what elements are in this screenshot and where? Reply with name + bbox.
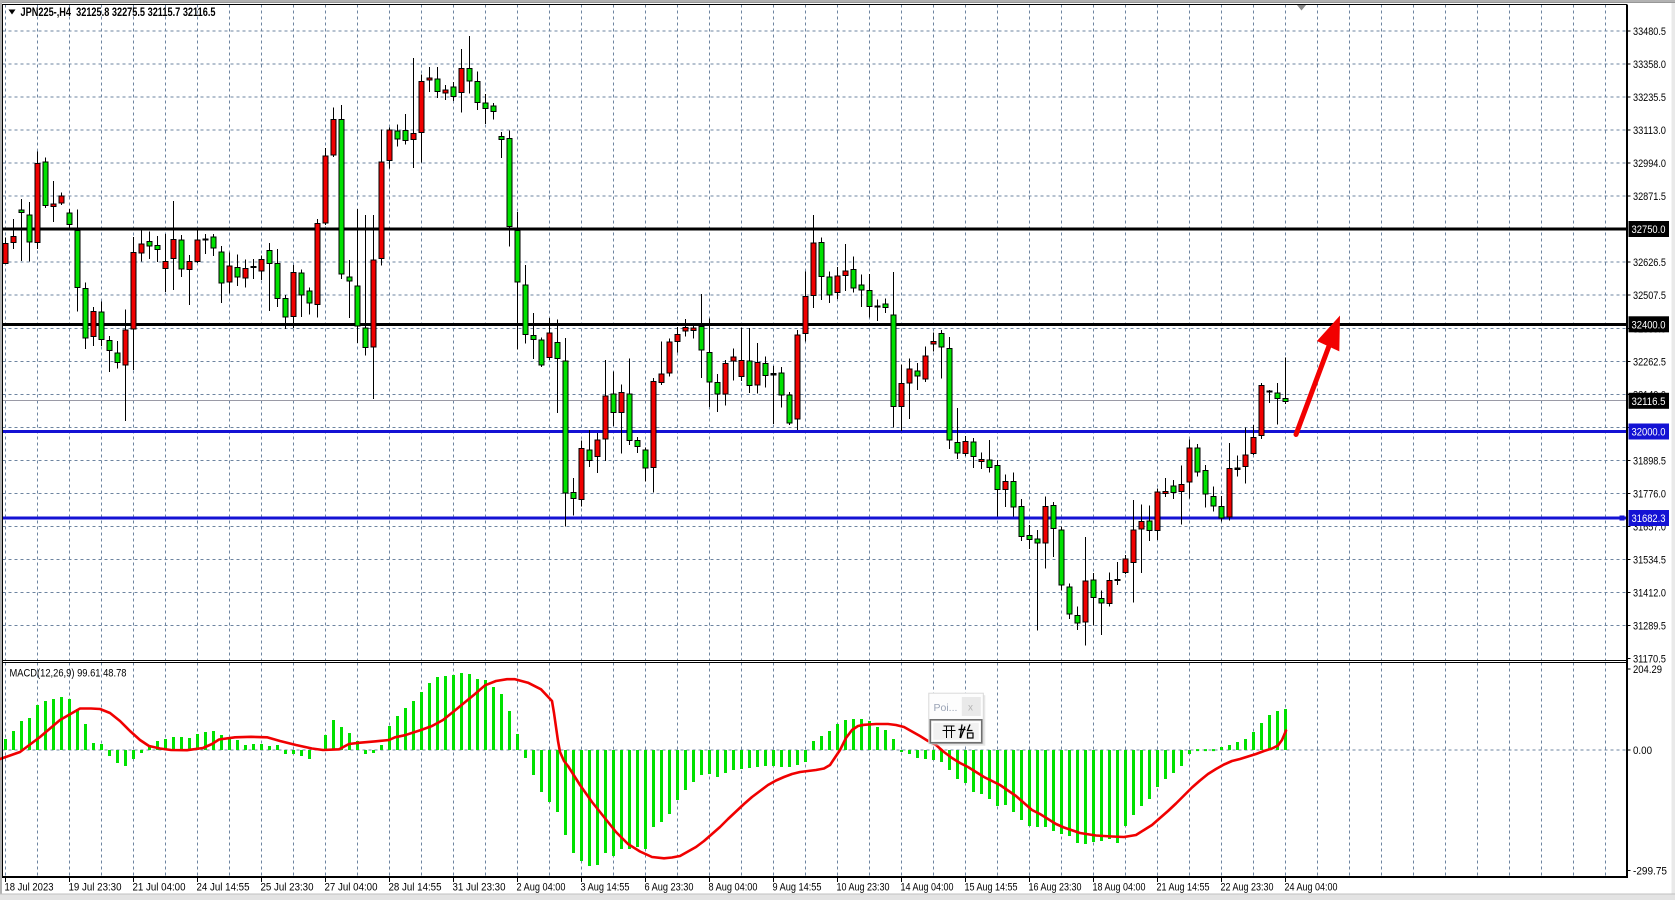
svg-text:32262.5: 32262.5 bbox=[1633, 356, 1666, 368]
svg-text:18 Aug 04:00: 18 Aug 04:00 bbox=[1093, 882, 1146, 894]
svg-text:31170.5: 31170.5 bbox=[1633, 654, 1666, 666]
svg-text:9 Aug 14:55: 9 Aug 14:55 bbox=[773, 882, 822, 894]
svg-text:31289.5: 31289.5 bbox=[1633, 621, 1666, 633]
svg-text:31898.5: 31898.5 bbox=[1633, 455, 1666, 467]
svg-text:14 Aug 04:00: 14 Aug 04:00 bbox=[901, 882, 954, 894]
svg-text:32400.0: 32400.0 bbox=[1632, 319, 1666, 331]
svg-text:25 Jul 23:30: 25 Jul 23:30 bbox=[261, 882, 314, 894]
svg-text:31534.5: 31534.5 bbox=[1633, 554, 1666, 566]
svg-text:32750.0: 32750.0 bbox=[1632, 224, 1666, 236]
svg-text:21 Aug 14:55: 21 Aug 14:55 bbox=[1157, 882, 1210, 894]
svg-text:33480.5: 33480.5 bbox=[1633, 26, 1666, 38]
svg-text:32871.5: 32871.5 bbox=[1633, 191, 1666, 203]
svg-text:6 Aug 23:30: 6 Aug 23:30 bbox=[645, 882, 694, 894]
svg-text:27 Jul 04:00: 27 Jul 04:00 bbox=[325, 882, 378, 894]
svg-text:2 Aug 04:00: 2 Aug 04:00 bbox=[517, 882, 566, 894]
svg-text:28 Jul 14:55: 28 Jul 14:55 bbox=[389, 882, 442, 894]
svg-text:0.00: 0.00 bbox=[1633, 745, 1652, 757]
svg-text:19 Jul 23:30: 19 Jul 23:30 bbox=[69, 882, 122, 894]
svg-text:31 Jul 23:30: 31 Jul 23:30 bbox=[453, 882, 506, 894]
svg-text:10 Aug 23:30: 10 Aug 23:30 bbox=[837, 882, 890, 894]
svg-text:32994.0: 32994.0 bbox=[1633, 158, 1666, 170]
svg-text:15 Aug 14:55: 15 Aug 14:55 bbox=[965, 882, 1018, 894]
svg-text:31412.0: 31412.0 bbox=[1633, 588, 1666, 600]
svg-text:18 Jul 2023: 18 Jul 2023 bbox=[5, 882, 54, 894]
svg-text:31682.3: 31682.3 bbox=[1632, 513, 1666, 525]
svg-text:33358.0: 33358.0 bbox=[1633, 59, 1666, 71]
svg-text:31776.0: 31776.0 bbox=[1633, 488, 1666, 500]
svg-text:16 Aug 23:30: 16 Aug 23:30 bbox=[1029, 882, 1082, 894]
svg-text:204.29: 204.29 bbox=[1633, 664, 1662, 676]
svg-text:MACD(12,26,9) 99.61 48.78: MACD(12,26,9) 99.61 48.78 bbox=[10, 668, 127, 680]
svg-text:3 Aug 14:55: 3 Aug 14:55 bbox=[581, 882, 630, 894]
svg-text:21 Jul 04:00: 21 Jul 04:00 bbox=[133, 882, 186, 894]
svg-text:32116.5: 32116.5 bbox=[1632, 396, 1666, 408]
svg-text:x: x bbox=[968, 703, 973, 714]
svg-text:24 Aug 04:00: 24 Aug 04:00 bbox=[1285, 882, 1338, 894]
svg-text:32626.5: 32626.5 bbox=[1633, 257, 1666, 269]
svg-text:-299.75: -299.75 bbox=[1633, 866, 1667, 878]
svg-text:22 Aug 23:30: 22 Aug 23:30 bbox=[1221, 882, 1274, 894]
svg-text:8 Aug 04:00: 8 Aug 04:00 bbox=[709, 882, 758, 894]
svg-text:Poi...: Poi... bbox=[934, 702, 958, 714]
svg-text:24 Jul 14:55: 24 Jul 14:55 bbox=[197, 882, 250, 894]
svg-text:32507.5: 32507.5 bbox=[1633, 290, 1666, 302]
svg-text:33113.0: 33113.0 bbox=[1633, 125, 1666, 137]
svg-text:32000.0: 32000.0 bbox=[1632, 427, 1666, 439]
svg-text:33235.5: 33235.5 bbox=[1633, 92, 1666, 104]
svg-text:JPN225-,H4 32125.8 32275.5 32: JPN225-,H4 32125.8 32275.5 32115.7 32116… bbox=[21, 7, 216, 19]
